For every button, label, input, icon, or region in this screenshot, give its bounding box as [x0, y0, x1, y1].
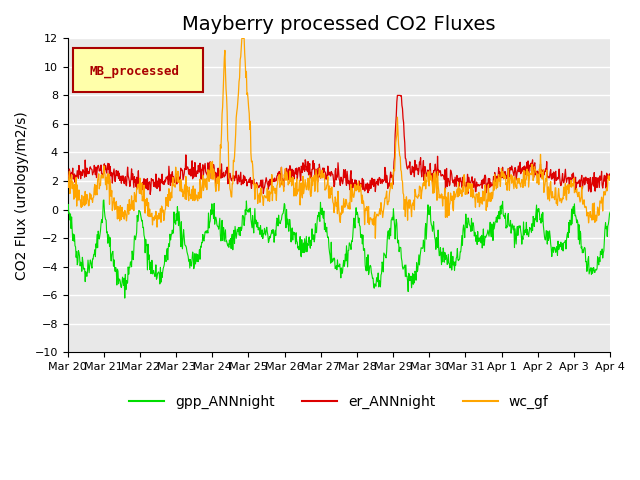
Title: Mayberry processed CO2 Fluxes: Mayberry processed CO2 Fluxes	[182, 15, 495, 34]
FancyBboxPatch shape	[73, 48, 204, 92]
Text: MB_processed: MB_processed	[90, 65, 179, 78]
Y-axis label: CO2 Flux (urology/m2/s): CO2 Flux (urology/m2/s)	[15, 111, 29, 280]
Legend: gpp_ANNnight, er_ANNnight, wc_gf: gpp_ANNnight, er_ANNnight, wc_gf	[124, 389, 554, 414]
